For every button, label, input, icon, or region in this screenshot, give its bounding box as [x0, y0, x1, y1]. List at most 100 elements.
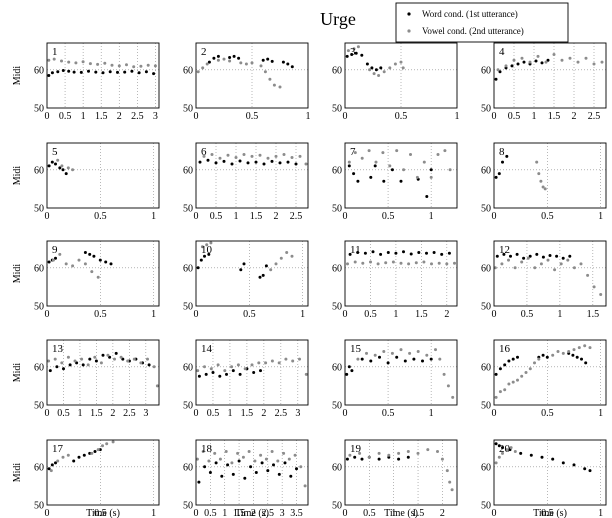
- data-point-vowel: [60, 59, 63, 63]
- x-tick-label: 0.5: [508, 111, 521, 122]
- data-point-vowel: [535, 160, 539, 164]
- panel-frame: [46, 439, 160, 506]
- data-point-word: [238, 159, 242, 163]
- y-tick-label: 50: [481, 401, 491, 412]
- x-tick-label: 1.5: [412, 508, 425, 518]
- x-tick-label: 1.5: [587, 309, 600, 320]
- data-point-word: [494, 372, 498, 376]
- y-tick-label: 60: [183, 462, 193, 473]
- data-point-vowel: [365, 351, 368, 355]
- data-point-word: [353, 455, 357, 459]
- data-point-word: [541, 353, 545, 357]
- panel-label: 20: [499, 443, 511, 455]
- data-point-word: [226, 463, 230, 467]
- panel-frame: [195, 339, 309, 406]
- data-point-vowel: [528, 60, 532, 64]
- data-point-vowel: [414, 261, 418, 265]
- data-point-vowel: [494, 395, 498, 399]
- panel-frame: [46, 142, 160, 209]
- x-axis-label: Time (s): [384, 508, 418, 518]
- data-point-vowel: [266, 156, 270, 160]
- x-tick-label: 1.5: [233, 508, 246, 518]
- data-point-vowel: [250, 154, 254, 158]
- data-point-vowel: [572, 348, 576, 352]
- data-point-word: [507, 359, 511, 363]
- data-point-vowel: [210, 153, 214, 156]
- data-point-vowel: [132, 65, 136, 69]
- data-point-word: [203, 465, 207, 469]
- data-point-vowel: [440, 457, 444, 461]
- data-point-vowel: [228, 59, 232, 63]
- data-point-word: [92, 254, 96, 258]
- data-point-word: [588, 469, 592, 473]
- data-point-vowel: [584, 56, 588, 60]
- data-point-word: [555, 254, 559, 258]
- data-point-vowel: [568, 56, 572, 60]
- data-point-word: [440, 252, 444, 256]
- data-point-word: [270, 59, 274, 63]
- data-point-vowel: [259, 64, 263, 68]
- data-point-vowel: [346, 49, 350, 53]
- data-point-vowel: [126, 359, 130, 363]
- data-point-vowel: [195, 457, 199, 461]
- data-point-vowel: [196, 70, 200, 74]
- data-point-vowel: [377, 451, 381, 455]
- x-tick-label: 0.5: [59, 111, 72, 122]
- data-point-word: [498, 367, 502, 371]
- data-point-word: [55, 365, 59, 369]
- data-point-vowel: [224, 450, 228, 453]
- data-point-vowel: [425, 353, 429, 357]
- data-point-word: [289, 474, 293, 478]
- data-point-word: [365, 62, 369, 66]
- data-point-vowel: [263, 70, 267, 74]
- data-point-word: [571, 353, 575, 357]
- data-point-vowel: [205, 243, 209, 247]
- data-point-vowel: [239, 61, 243, 65]
- data-point-vowel: [201, 66, 205, 70]
- data-point-word: [207, 252, 211, 256]
- panel-frame: [344, 142, 458, 209]
- data-point-vowel: [71, 264, 75, 268]
- panel-19: 19 0 0.5 1 1.5 2 50 60 Time (s): [332, 439, 458, 518]
- data-point-word: [286, 62, 290, 66]
- data-point-vowel: [298, 154, 302, 158]
- data-point-vowel: [399, 261, 403, 265]
- y-tick-label: 50: [481, 204, 491, 215]
- data-point-vowel: [496, 68, 500, 72]
- data-point-word: [509, 254, 512, 258]
- x-tick-label: 1: [300, 309, 305, 320]
- x-tick-label: 2.5: [588, 111, 601, 122]
- data-point-word: [101, 71, 105, 75]
- panel-20: 20 0 0.5 1 50 60 Time (s): [481, 439, 607, 518]
- panel-frame: [195, 142, 309, 209]
- data-point-vowel: [539, 262, 543, 266]
- data-point-word: [360, 53, 364, 57]
- data-point-word: [58, 166, 62, 170]
- panel-frame: [493, 439, 607, 506]
- data-point-vowel: [537, 357, 541, 361]
- data-point-vowel: [437, 261, 441, 265]
- legend-box: [395, 2, 569, 43]
- data-point-vowel: [60, 164, 64, 168]
- x-tick-label: 0.5: [57, 408, 70, 419]
- x-tick-label: 0: [343, 111, 348, 122]
- data-point-vowel: [139, 361, 143, 365]
- data-point-word: [211, 371, 215, 374]
- data-point-word: [409, 252, 413, 256]
- data-point-word: [386, 251, 390, 254]
- data-point-word: [580, 357, 583, 361]
- x-tick-label: 0: [492, 309, 497, 320]
- data-point-word: [534, 59, 538, 63]
- data-point-word: [114, 351, 118, 355]
- data-point-word: [501, 160, 504, 164]
- data-point-word: [575, 355, 579, 359]
- data-point-word: [354, 51, 358, 55]
- data-point-word: [425, 251, 428, 255]
- data-point-vowel: [393, 62, 397, 66]
- data-point-vowel: [103, 61, 107, 65]
- data-point-word: [88, 357, 92, 361]
- data-point-vowel: [284, 357, 288, 361]
- data-point-vowel: [552, 53, 556, 56]
